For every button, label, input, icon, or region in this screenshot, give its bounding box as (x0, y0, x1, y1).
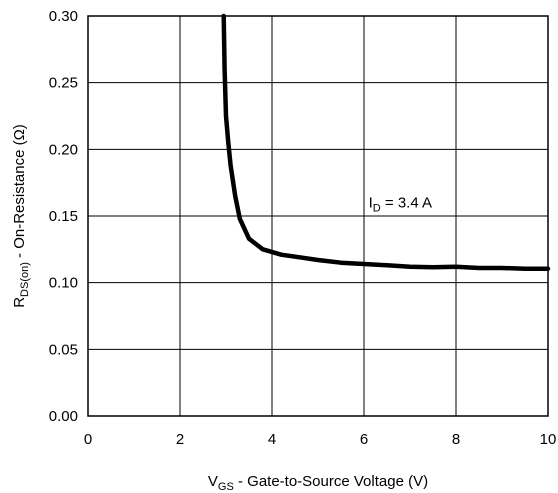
annotation-rest: = 3.4 A (381, 195, 432, 212)
x-tick-label: 6 (360, 431, 368, 448)
x-tick-label: 2 (176, 431, 184, 448)
y-axis-label-main: R (11, 297, 28, 308)
y-tick-label: 0.05 (49, 341, 78, 358)
x-axis-label-main: V (208, 473, 218, 490)
x-tick-label: 8 (452, 431, 460, 448)
y-tick-label: 0.10 (49, 275, 78, 292)
annotation-sub: D (373, 203, 381, 215)
y-axis-label-rest: - On-Resistance (Ω) (11, 124, 28, 262)
y-axis-label-sub: DS(on) (19, 262, 31, 297)
x-axis-label: VGS - Gate-to-Source Voltage (V) (208, 473, 428, 493)
y-tick-label: 0.30 (49, 8, 78, 25)
x-axis-label-sub: GS (218, 481, 234, 493)
x-axis-label-rest: - Gate-to-Source Voltage (V) (234, 473, 428, 490)
grid-lines (88, 16, 548, 416)
rds-curve-series (221, 13, 551, 271)
y-tick-label: 0.00 (49, 408, 78, 425)
y-tick-label: 0.15 (49, 208, 78, 225)
y-tick-labels: 0.00 0.05 0.10 0.15 0.20 0.25 0.30 (49, 8, 78, 425)
y-axis-label: RDS(on) - On-Resistance (Ω) (11, 124, 31, 308)
x-tick-label: 0 (84, 431, 92, 448)
x-tick-label: 10 (540, 431, 557, 448)
current-annotation: ID = 3.4 A (369, 195, 432, 215)
x-tick-labels: 0 2 4 6 8 10 (84, 431, 557, 448)
plot-frame (87, 15, 549, 417)
annotation-main: I (369, 195, 373, 212)
x-tick-label: 4 (268, 431, 276, 448)
y-tick-label: 0.25 (49, 75, 78, 92)
y-tick-label: 0.20 (49, 141, 78, 158)
